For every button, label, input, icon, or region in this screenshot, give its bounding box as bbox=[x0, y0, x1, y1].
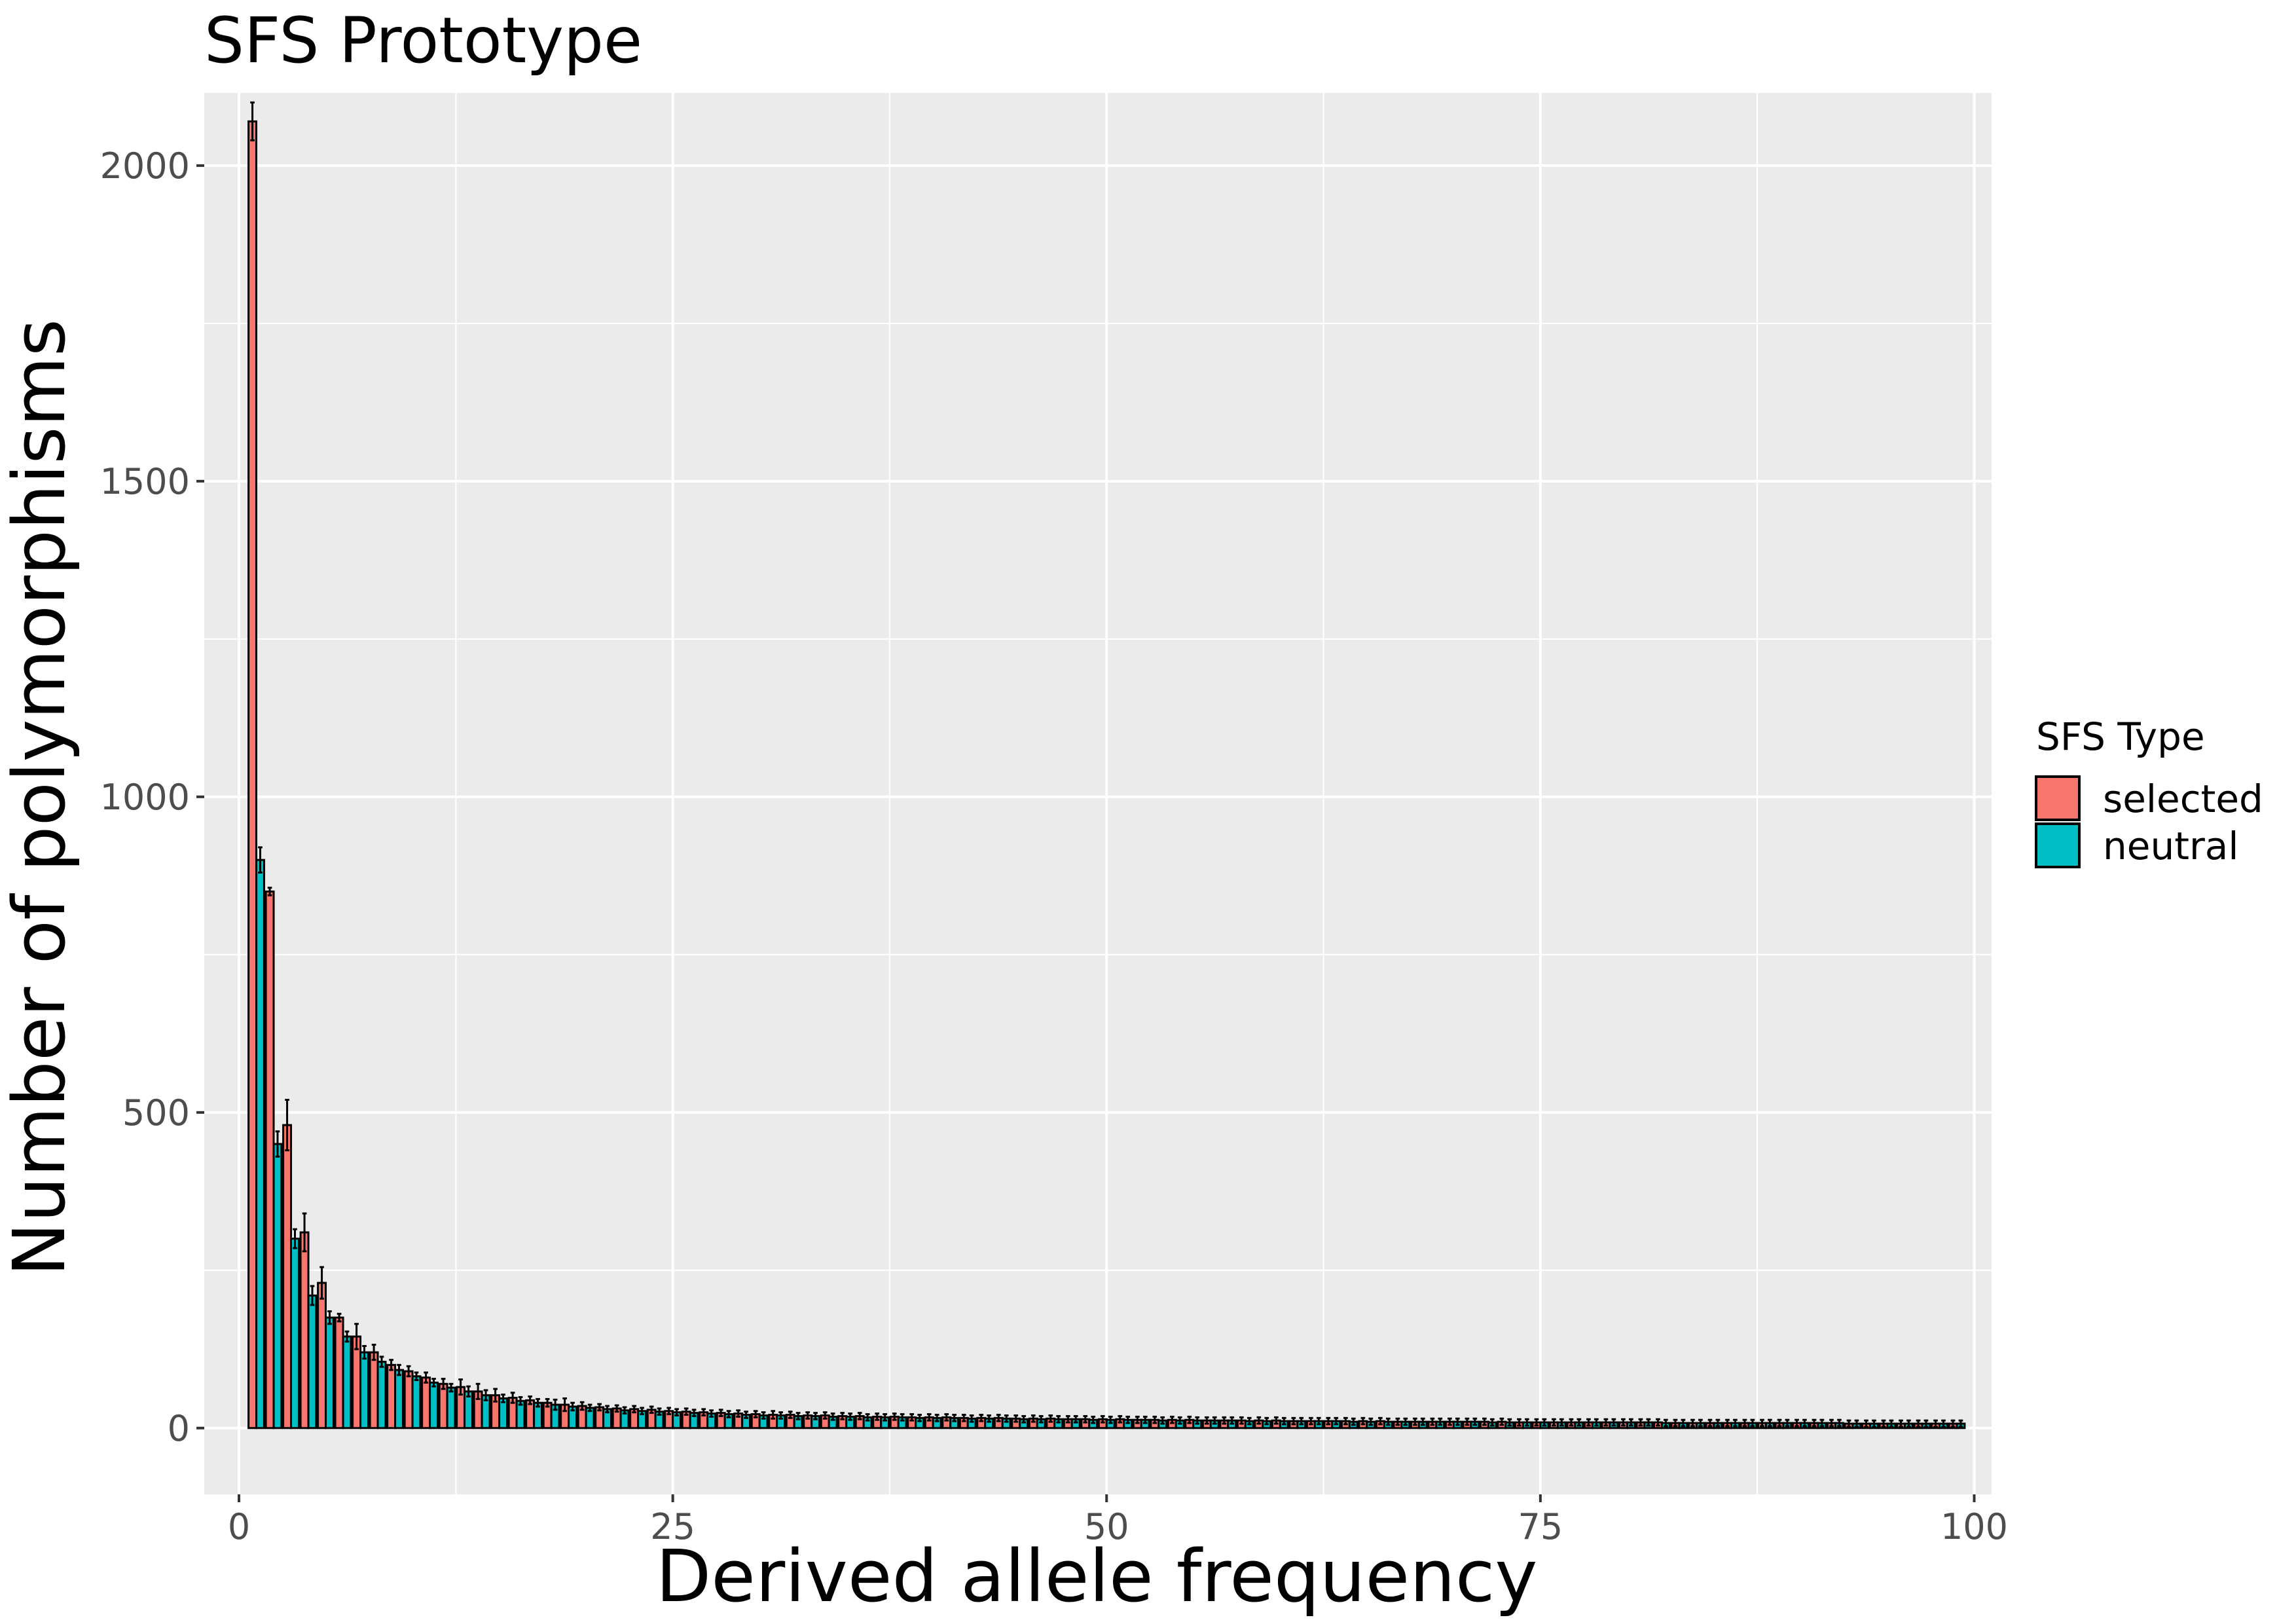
legend-label-selected: selected bbox=[2103, 777, 2263, 821]
bar-selected bbox=[247, 120, 258, 1430]
y-tick-label: 0 bbox=[168, 1408, 190, 1449]
bar-selected bbox=[369, 1351, 379, 1430]
bar-neutral bbox=[394, 1369, 404, 1430]
legend: SFS Type selected neutral bbox=[2035, 714, 2263, 868]
bar-selected bbox=[264, 890, 275, 1430]
bars bbox=[247, 120, 1966, 1430]
bar-neutral bbox=[376, 1361, 387, 1430]
x-tick-label: 0 bbox=[228, 1506, 250, 1547]
bar-selected bbox=[299, 1231, 310, 1430]
legend-title: SFS Type bbox=[2036, 714, 2205, 759]
y-tick-label: 500 bbox=[122, 1092, 190, 1134]
bar-selected bbox=[386, 1363, 397, 1430]
bar-neutral bbox=[446, 1386, 456, 1430]
bar-selected bbox=[438, 1382, 448, 1430]
x-axis-title: Derived allele frequency bbox=[656, 1534, 1538, 1618]
y-tick-label: 1500 bbox=[100, 461, 190, 502]
x-tick-label: 75 bbox=[1518, 1506, 1563, 1547]
legend-label-neutral: neutral bbox=[2103, 824, 2238, 868]
y-axis-title: Number of polymorphisms bbox=[0, 319, 81, 1276]
bar-neutral bbox=[272, 1143, 283, 1430]
y-tick-label: 1000 bbox=[100, 777, 190, 818]
bar-selected bbox=[403, 1370, 414, 1430]
bar-neutral bbox=[325, 1316, 335, 1430]
error-bars bbox=[250, 101, 1963, 1428]
bar-selected bbox=[421, 1376, 431, 1430]
x-tick-label: 50 bbox=[1084, 1506, 1129, 1547]
plot-panel bbox=[204, 93, 1992, 1494]
axis-ticks bbox=[196, 164, 1976, 1502]
bar-selected bbox=[334, 1316, 344, 1430]
legend-key-selected bbox=[2035, 775, 2081, 821]
minor-gridlines bbox=[204, 93, 1992, 1494]
bar-selected bbox=[352, 1335, 362, 1430]
x-tick-label: 100 bbox=[1941, 1506, 2008, 1547]
legend-key-neutral bbox=[2035, 822, 2081, 868]
bar-neutral bbox=[342, 1335, 352, 1430]
bar-neutral bbox=[255, 858, 265, 1430]
bar-selected bbox=[317, 1282, 327, 1430]
y-tick-label: 2000 bbox=[100, 145, 190, 187]
bar-selected bbox=[282, 1124, 293, 1430]
x-tick-label: 25 bbox=[650, 1506, 695, 1547]
bar-neutral bbox=[307, 1294, 318, 1430]
chart-title: SFS Prototype bbox=[204, 4, 642, 77]
bar-neutral bbox=[359, 1351, 369, 1430]
bar-neutral bbox=[411, 1375, 422, 1430]
bar-neutral bbox=[429, 1381, 439, 1430]
bar-neutral bbox=[290, 1238, 300, 1430]
